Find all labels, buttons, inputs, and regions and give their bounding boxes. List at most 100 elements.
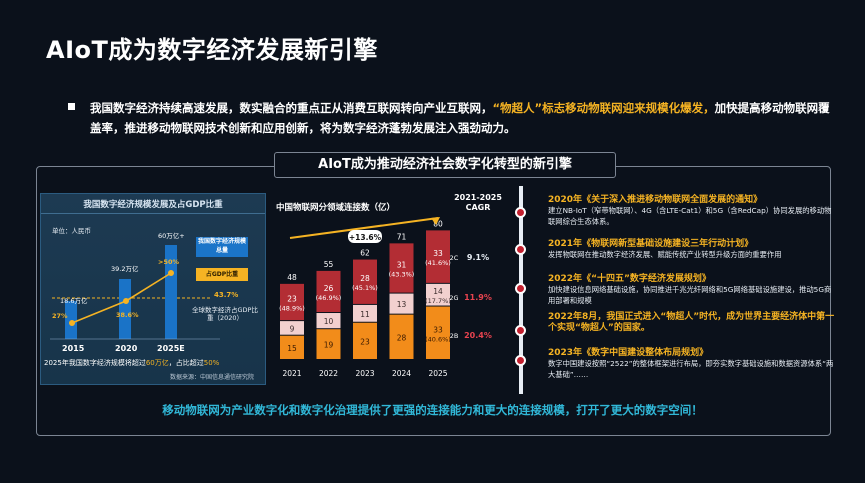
- timeline-desc: 发挥物联网在推动数字经济发展、赋能传统产业转型升级方面的重要作用: [548, 250, 782, 259]
- share-2B-2025: (40.6%): [425, 335, 451, 343]
- summary-part1: 我国数字经济持续高速发展，数实融合的重点正从消费互联网转向产业互联网，: [90, 101, 493, 115]
- timeline-desc: 加快建设信息网络基础设施，协同推进千兆光纤网络和5G网络基础设施建设，推动5G商…: [548, 285, 832, 305]
- timeline-year: 2021年: [548, 239, 583, 249]
- bar-2B-2022: [316, 329, 341, 359]
- global-pct: 43.7%: [214, 291, 239, 299]
- timeline-dot-icon: [515, 325, 526, 336]
- timeline-heading: 2020年《关于深入推进移动物联网全面发展的通知》: [548, 192, 762, 205]
- bar-2G-2025: [426, 283, 450, 306]
- share-2C-2022: (46.9%): [316, 294, 342, 302]
- cagr-header: 2021-2025 CAGR: [454, 193, 502, 212]
- legend-gdp: 占GDP比重: [196, 268, 248, 281]
- page-title: AIoT成为数字经济发展新引擎: [46, 36, 378, 64]
- timeline-title: 《“十四五”数字经济发展规划》: [582, 274, 711, 284]
- frame-title: AIoT成为推动经济社会数字化转型的新引擎: [274, 152, 616, 178]
- label-2B-2023: 23: [360, 337, 370, 346]
- bar-2C-2024: [389, 243, 414, 293]
- summary-highlight: “物超人”标志移动物联网迎来规模化爆发，: [492, 101, 715, 115]
- cagr-total: +13.6%: [349, 233, 382, 242]
- cagr-key-2G: 2G: [449, 294, 458, 302]
- pct-2020: 38.6%: [116, 311, 139, 319]
- timeline-dot-icon: [515, 207, 526, 218]
- bar-label-2020: 39.2万亿: [111, 265, 139, 273]
- label-2B-2025: 33: [433, 325, 443, 334]
- share-2C-2021: (48.9%): [279, 304, 305, 312]
- panel-footnote: 2025年我国数字经济规模将超过60万亿，占比超过50%: [44, 359, 220, 367]
- pct-2015: 27%: [52, 312, 68, 320]
- bar-2B-2021: [280, 335, 304, 359]
- gdp-point-2025e: [168, 270, 174, 276]
- timeline-desc: 建立NB-IoT（窄带物联网）、4G（含LTE-Cat1）和5G（含RedCap…: [548, 206, 832, 226]
- bar-2C-2025: [426, 230, 450, 283]
- digital-economy-panel: 我国数字经济规模发展及占GDP比重: [40, 193, 266, 385]
- bar-2015: [65, 301, 77, 339]
- year-2025e: 2025E: [157, 344, 185, 353]
- cagr-badge: [348, 230, 382, 243]
- share-2C-2023: (45.1%): [352, 284, 378, 292]
- timeline-year: 2020年: [548, 195, 583, 205]
- gdp-point-2015: [69, 320, 75, 326]
- label-2C-2021: 23: [287, 294, 297, 303]
- label-2C-2025: 33: [433, 249, 443, 258]
- share-2C-2025: (41.6%): [425, 259, 451, 267]
- global-label: 全球数字经济占GDP比重（2020）: [192, 306, 258, 322]
- timeline-dot-icon: [515, 283, 526, 294]
- timeline-heading: 2023年《数字中国建设整体布局规划》: [548, 345, 708, 358]
- pct-2025e: >50%: [158, 258, 180, 266]
- bar-2G-2022: [316, 313, 341, 329]
- gdp-line: [71, 300, 127, 324]
- label-2C-2022: 26: [324, 284, 334, 293]
- timeline-heading: 2021年《物联网新型基础设施建设三年行动计划》: [548, 236, 753, 249]
- year-2015: 2015: [62, 344, 85, 353]
- unit-label: 单位：人民币: [52, 227, 91, 235]
- timeline-heading: 2022年8月，我国正式进入“物超人”时代，成为世界主要经济体中第一个实现“物超…: [548, 312, 840, 334]
- label-2C-2023: 28: [360, 274, 370, 283]
- iot-chart-title: 中国物联网分领域连接数（亿）: [276, 203, 396, 213]
- total-2025: 80: [433, 219, 443, 228]
- xlabel-2022: 2022: [319, 369, 338, 378]
- label-2G-2024: 13: [397, 300, 407, 309]
- timeline-title: 《关于深入推进移动物联网全面发展的通知》: [582, 195, 763, 205]
- summary-text: 我国数字经济持续高速发展，数实融合的重点正从消费互联网转向产业互联网，“物超人”…: [90, 98, 830, 138]
- total-2022: 55: [324, 260, 334, 269]
- bar-label-2025e: 60万亿+: [158, 232, 185, 240]
- gdp-point-2020: [123, 298, 129, 304]
- timeline-year: 2023年: [548, 348, 583, 358]
- bar-2B-2025: [426, 306, 450, 359]
- bar-2C-2023: [353, 259, 377, 304]
- iot-connections-chart: 15923(48.9%)482021191026(46.9%)552022231…: [279, 217, 492, 378]
- cagr-key-2B: 2B: [450, 332, 459, 340]
- cagr-arrowhead-icon: [431, 217, 440, 225]
- share-2G-2025: (17.7%): [425, 297, 451, 305]
- timeline-dot-icon: [515, 244, 526, 255]
- bar-2020: [119, 279, 131, 339]
- label-2G-2022: 10: [324, 317, 334, 326]
- total-2023: 62: [360, 249, 370, 258]
- xlabel-2025: 2025: [428, 369, 447, 378]
- cagr-2C: 9.1%: [467, 253, 489, 262]
- bar-2B-2023: [353, 322, 377, 359]
- panel-title: 我国数字经济规模发展及占GDP比重: [41, 198, 265, 214]
- bar-2025e: [165, 245, 177, 339]
- share-2C-2024: (43.3%): [389, 270, 415, 278]
- bar-2G-2024: [389, 293, 414, 314]
- bar-2B-2024: [389, 314, 414, 359]
- label-2C-2024: 31: [397, 260, 407, 269]
- cagr-trend-arrow: [289, 217, 439, 239]
- label-2B-2021: 15: [287, 344, 297, 353]
- year-2020: 2020: [115, 344, 138, 353]
- total-2024: 71: [397, 232, 407, 241]
- bar-2G-2023: [353, 304, 377, 322]
- timeline-title: 我国正式进入“物超人”时代，成为世界主要经济体中第一个实现“物超人”的国家。: [548, 312, 835, 333]
- gdp-chart: [50, 245, 220, 340]
- timeline-desc: 数字中国建设按照“2522”的整体框架进行布局，即夯实数字基础设施和数据资源体系…: [548, 359, 834, 379]
- timeline-year: 2022年8月，: [548, 312, 607, 322]
- bottom-conclusion: 移动物联网为产业数字化和数字化治理提供了更强的连接能力和更大的连接规模，打开了更…: [162, 403, 703, 417]
- timeline-title: 《物联网新型基础设施建设三年行动计划》: [582, 239, 754, 249]
- bar-2C-2022: [316, 270, 341, 313]
- cagr-2B: 20.4%: [464, 331, 492, 340]
- label-2G-2025: 14: [433, 287, 443, 296]
- xlabel-2021: 2021: [282, 369, 301, 378]
- legend-scale: 我国数字经济规模总量: [196, 237, 248, 257]
- summary-bullet: 我国数字经济持续高速发展，数实融合的重点正从消费互联网转向产业互联网，“物超人”…: [68, 98, 830, 138]
